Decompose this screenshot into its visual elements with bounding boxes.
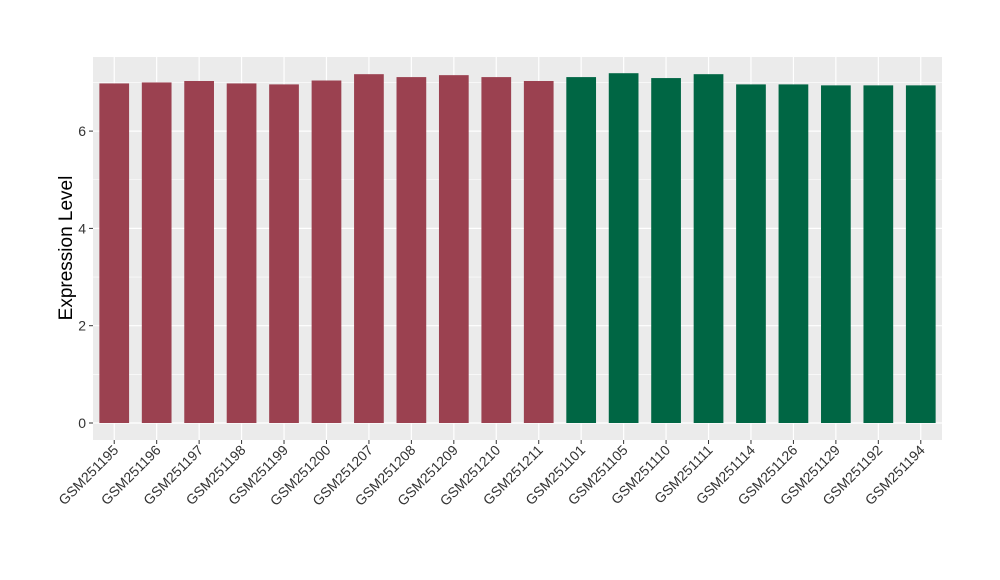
bar (523, 80, 554, 423)
bar (481, 77, 512, 423)
y-tick-label: 0 (78, 415, 86, 431)
y-tick-label: 4 (78, 220, 86, 236)
x-axis: GSM251195GSM251196GSM251197GSM251198GSM2… (55, 440, 928, 509)
bar (651, 78, 681, 423)
bar (905, 85, 936, 423)
bar (269, 84, 299, 424)
y-tick-label: 2 (78, 318, 86, 334)
y-axis: 0 2 4 6 (78, 123, 93, 431)
bar (184, 80, 214, 423)
bar (226, 83, 257, 423)
bars (99, 73, 936, 424)
bar (566, 77, 597, 423)
bar (778, 84, 809, 424)
bar (354, 74, 384, 423)
bar (99, 83, 130, 423)
bar (736, 84, 766, 424)
bar (141, 82, 172, 423)
y-tick-label: 6 (78, 123, 86, 139)
y-axis-title: Expression Level (56, 176, 77, 321)
bar (438, 75, 469, 423)
plot-panel (93, 57, 942, 440)
bar (821, 85, 851, 423)
bar (863, 85, 894, 423)
bar (396, 77, 427, 423)
bar (608, 73, 639, 424)
bar (311, 80, 342, 423)
bar (693, 74, 724, 423)
